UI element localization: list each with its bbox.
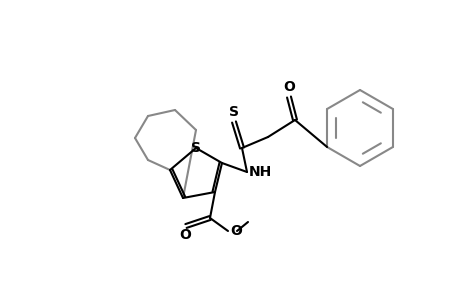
Text: S: S <box>190 141 201 155</box>
Text: O: O <box>179 228 190 242</box>
Text: O: O <box>230 224 241 238</box>
Text: NH: NH <box>248 165 272 179</box>
Text: O: O <box>282 80 294 94</box>
Text: S: S <box>229 105 239 119</box>
